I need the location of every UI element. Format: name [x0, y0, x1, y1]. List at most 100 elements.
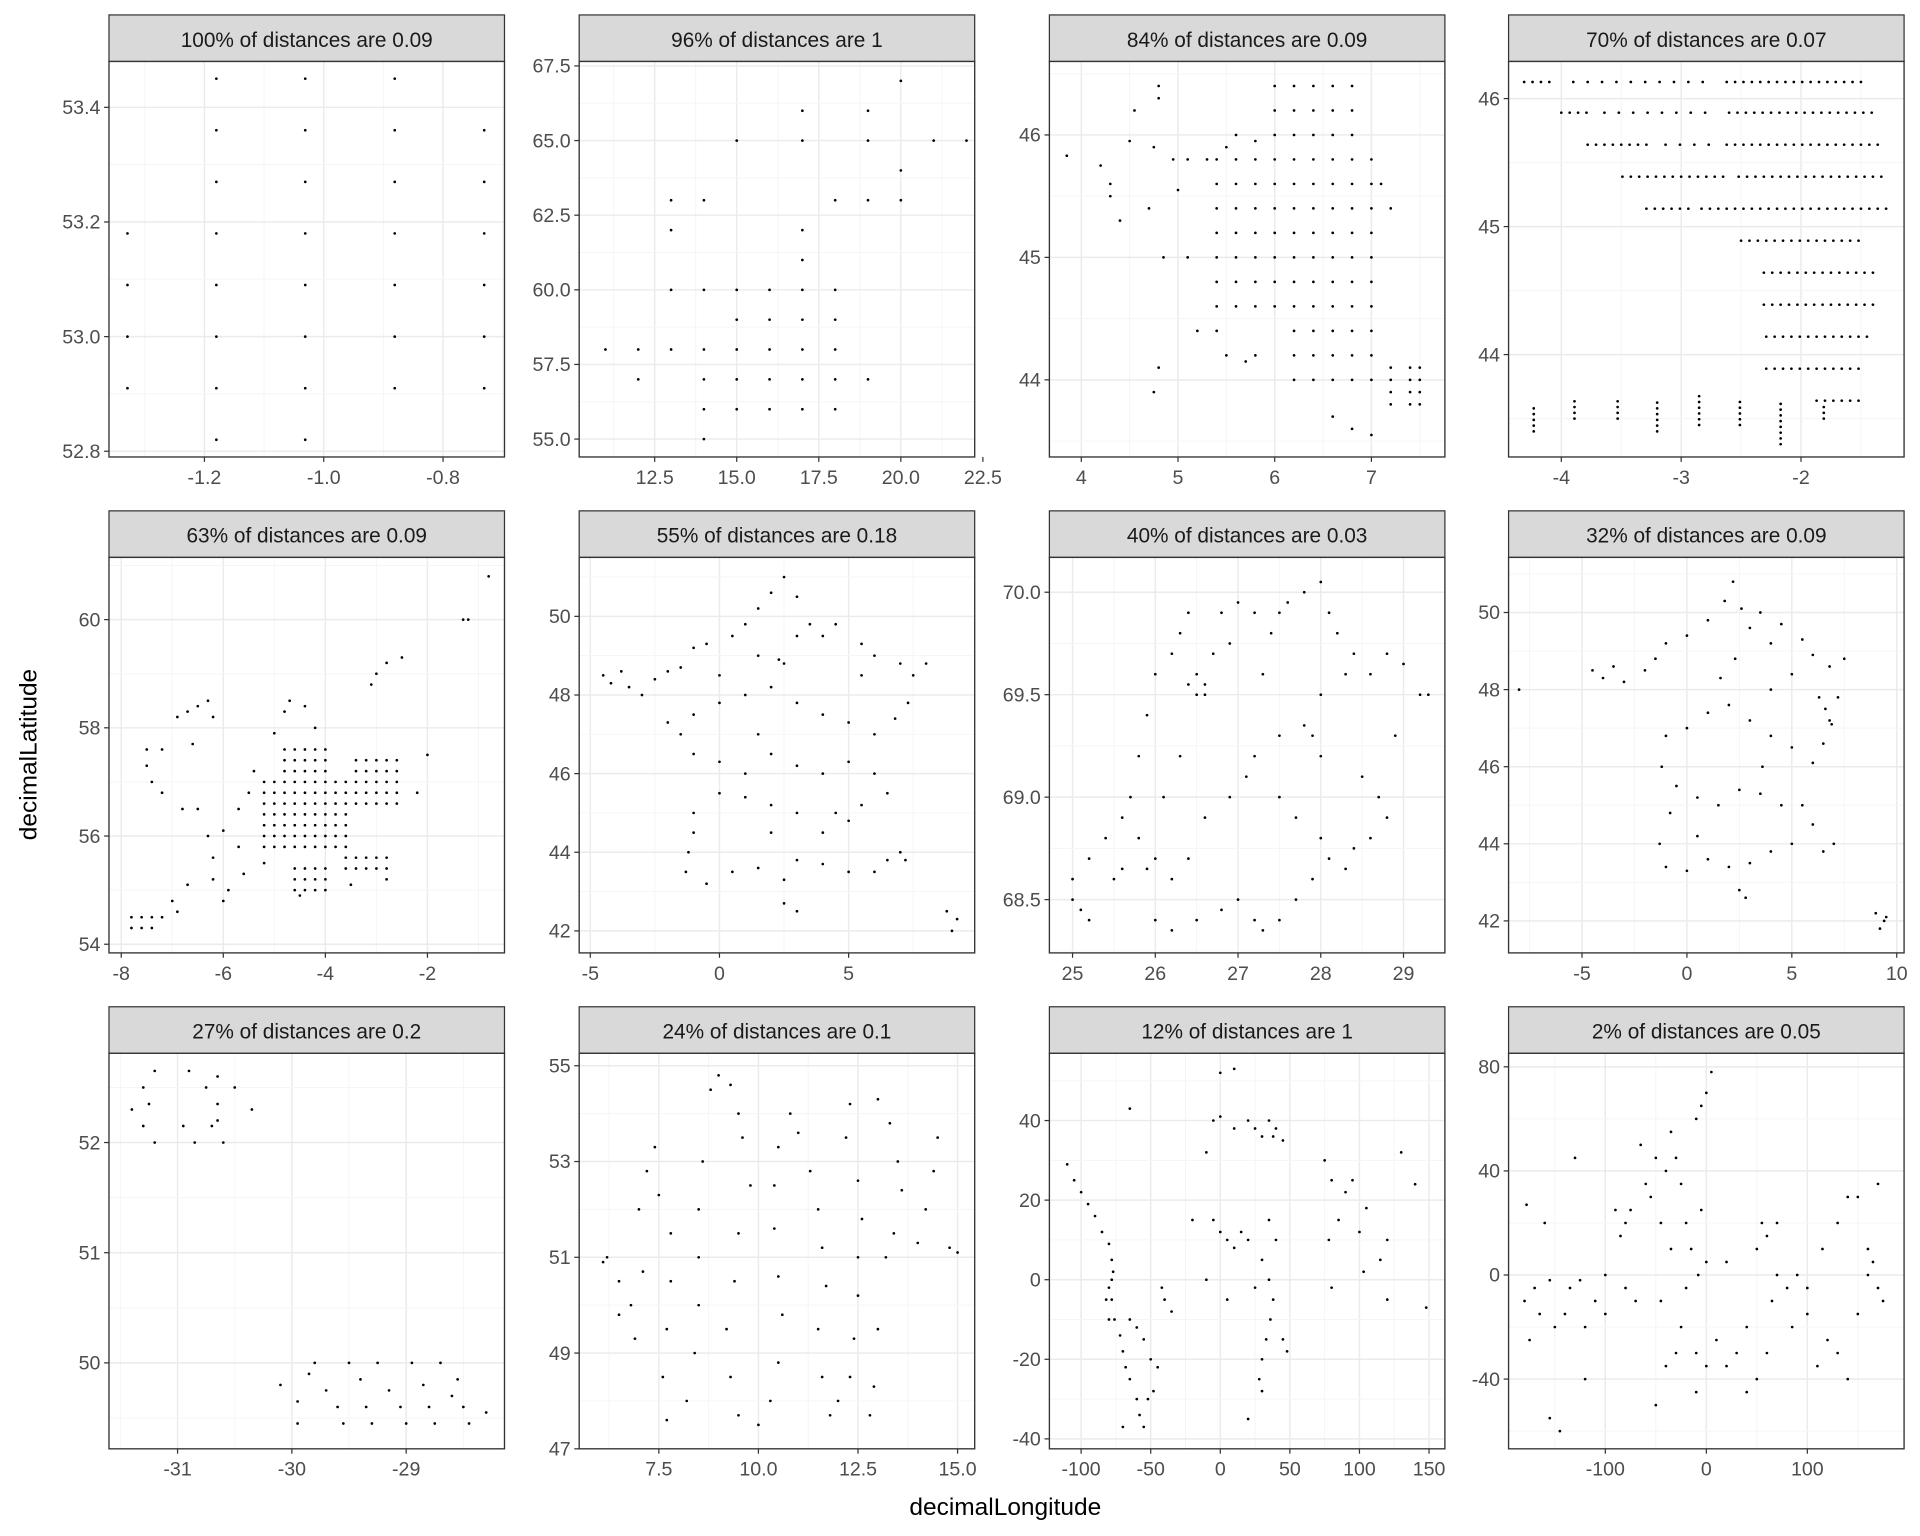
- data-point: [1804, 303, 1808, 307]
- data-point: [1157, 84, 1161, 88]
- data-point: [924, 1208, 928, 1211]
- data-point: [847, 760, 850, 764]
- data-point: [1370, 280, 1373, 284]
- data-point: [1715, 1338, 1718, 1342]
- data-point: [1350, 427, 1354, 431]
- data-point: [801, 378, 804, 381]
- data-point: [873, 732, 876, 736]
- data-point: [1225, 1298, 1229, 1301]
- data-point: [215, 232, 218, 235]
- data-point: [1327, 857, 1331, 860]
- data-point: [1378, 1258, 1382, 1262]
- plot-content: [1508, 1053, 1905, 1449]
- data-point: [1331, 354, 1335, 357]
- data-point: [303, 813, 307, 816]
- data-point: [1424, 1306, 1428, 1309]
- data-point: [833, 407, 837, 411]
- data-point: [1128, 1318, 1132, 1321]
- data-point: [1748, 719, 1752, 722]
- data-point: [1532, 424, 1536, 427]
- data-point: [756, 607, 760, 610]
- data-point: [1312, 256, 1315, 259]
- data-point: [1778, 111, 1781, 115]
- data-point: [1350, 158, 1354, 161]
- data-point: [693, 1351, 697, 1355]
- data-point: [1871, 303, 1875, 307]
- data-point: [283, 748, 286, 751]
- data-point: [860, 642, 863, 646]
- y-tick-label: 60.0: [533, 280, 571, 302]
- data-point: [1254, 207, 1257, 210]
- data-point: [1773, 239, 1776, 243]
- data-point: [1857, 399, 1860, 403]
- data-point: [847, 870, 850, 874]
- data-point: [1678, 143, 1682, 147]
- data-point: [1738, 412, 1742, 415]
- data-point: [1257, 1377, 1261, 1381]
- data-point: [1685, 726, 1689, 730]
- data-point: [1769, 734, 1773, 738]
- data-point: [1770, 175, 1774, 179]
- y-tick-label: 67.5: [533, 56, 571, 78]
- data-point: [1099, 164, 1102, 167]
- data-point: [1851, 80, 1854, 84]
- data-point: [1822, 405, 1826, 409]
- data-point: [1170, 652, 1174, 656]
- data-point: [795, 764, 799, 768]
- data-point: [1071, 877, 1074, 881]
- data-point: [1696, 175, 1700, 179]
- data-point: [1553, 1325, 1557, 1329]
- data-point: [705, 882, 708, 886]
- data-point: [833, 378, 837, 381]
- data-point: [860, 803, 863, 807]
- data-point: [1312, 280, 1315, 284]
- plot-area: [579, 61, 975, 457]
- data-point: [272, 845, 276, 849]
- plot-area: [1049, 61, 1445, 457]
- data-point: [204, 1086, 208, 1089]
- data-point: [176, 715, 179, 719]
- facet-strip-title: 84% of distances are 0.09: [1127, 29, 1367, 52]
- facet-panel: 100% of distances are 0.09 -1.2 -1.0 -0.8 52…: [62, 14, 506, 489]
- x-tick-label: 25: [1062, 963, 1084, 985]
- data-point: [1725, 80, 1729, 84]
- data-point: [1821, 271, 1824, 275]
- data-point: [1107, 1242, 1111, 1246]
- data-point: [1178, 631, 1182, 635]
- data-point: [313, 813, 317, 816]
- data-point: [1655, 430, 1659, 433]
- data-point: [1079, 1190, 1083, 1194]
- data-point: [1285, 1349, 1289, 1353]
- data-point: [1800, 143, 1804, 147]
- data-point: [1765, 1351, 1769, 1355]
- data-point: [303, 888, 307, 892]
- data-point: [1856, 1195, 1860, 1199]
- data-point: [1659, 1221, 1663, 1225]
- data-point: [1701, 80, 1705, 84]
- data-point: [1822, 417, 1826, 420]
- data-point: [886, 791, 889, 795]
- data-point: [1253, 611, 1256, 615]
- data-point: [1350, 305, 1354, 308]
- y-tick-label: 0: [1030, 1269, 1041, 1291]
- data-point: [816, 1208, 820, 1211]
- data-point: [307, 1372, 311, 1376]
- data-point: [768, 378, 771, 381]
- data-point: [702, 348, 706, 351]
- data-point: [1273, 207, 1277, 210]
- x-tick-label: -2: [419, 963, 436, 985]
- facet-panel: 70% of distances are 0.07 -4 -3 -2 44 45 46: [1478, 14, 1905, 489]
- data-point: [1828, 665, 1831, 668]
- data-point: [605, 1255, 609, 1259]
- data-point: [150, 915, 154, 919]
- data-point: [324, 1389, 328, 1392]
- data-point: [364, 1405, 368, 1409]
- data-point: [293, 834, 297, 838]
- data-point: [150, 780, 154, 784]
- data-point: [1796, 271, 1799, 275]
- data-point: [1861, 111, 1865, 115]
- data-point: [1654, 1156, 1658, 1160]
- data-point: [1770, 303, 1774, 307]
- data-point: [669, 228, 673, 232]
- data-point: [1871, 175, 1875, 179]
